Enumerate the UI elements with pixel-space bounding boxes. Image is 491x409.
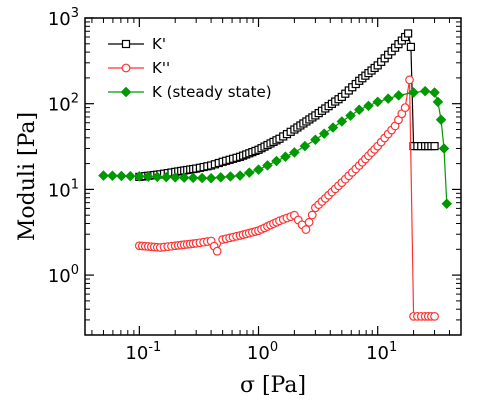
legend-label: K'' <box>152 59 170 77</box>
y-tick-label: 102 <box>48 92 79 116</box>
series-k-steady-state-point <box>435 114 447 126</box>
series-k-steady-state-point <box>215 171 227 183</box>
y-tick-label: 101 <box>48 177 79 201</box>
series-k-point <box>430 142 439 151</box>
series-k-steady-state-point <box>393 90 405 101</box>
series-k-steady-state-point <box>289 147 300 158</box>
series-k-steady-state-point <box>432 96 444 108</box>
series-k-steady-state-point <box>280 151 291 163</box>
series-k-steady-state-point <box>169 172 181 183</box>
series-k-steady-state-point <box>318 128 330 139</box>
series-k-steady-state-point <box>310 134 321 146</box>
series-k-point <box>404 29 413 38</box>
series-k-steady-state-point <box>419 85 431 97</box>
series-k-steady-state-point <box>160 171 172 183</box>
series-k-point <box>212 246 222 256</box>
series-k-steady-state-point <box>116 170 127 182</box>
y-tick-label: 100 <box>48 263 79 287</box>
x-tick-label: 101 <box>366 340 397 364</box>
series-k-point <box>406 42 416 52</box>
series-k-steady-state-point <box>429 87 440 98</box>
legend-marker <box>120 86 132 98</box>
series-k-steady-state-point <box>336 116 348 127</box>
series-k-steady-state-point <box>299 140 311 152</box>
series-k-steady-state-point <box>408 87 419 98</box>
series-k-point <box>301 225 311 234</box>
y-axis-title: Moduli [Pa] <box>15 112 40 241</box>
legend-marker <box>121 39 131 49</box>
series-k-steady-state-point <box>133 170 145 182</box>
axis-ticks <box>85 17 461 335</box>
series-k-steady-state-point <box>178 172 190 183</box>
series-k-steady-state-point <box>327 122 339 133</box>
series-k-steady-state-point <box>253 164 264 176</box>
series-k-steady-state-point <box>151 171 163 183</box>
series-k-point <box>307 210 317 220</box>
series-k-steady-state-point <box>187 172 199 184</box>
legend: K' K'' K (steady state) <box>108 35 272 101</box>
series-k-steady-state-point <box>262 159 273 171</box>
x-tick-label: 100 <box>247 340 278 364</box>
series-k-steady-state-line <box>103 90 448 204</box>
series-k-steady-state-point <box>205 172 217 184</box>
series-k-point <box>400 103 410 113</box>
series-k-steady-state-point <box>196 172 208 184</box>
series-k-steady-state-point <box>382 93 394 104</box>
series-k-steady-state-point <box>243 167 255 178</box>
series-k-steady-state-point <box>438 143 450 154</box>
legend-label: K' <box>152 35 166 53</box>
series-k-steady-state-point <box>98 170 109 181</box>
legend-label: K (steady state) <box>152 83 272 101</box>
series-k-group <box>134 75 439 321</box>
series-k-steady-state-point <box>234 170 246 181</box>
series-k-steady-state-point <box>125 170 136 182</box>
series-k-group <box>135 29 439 181</box>
series-k-steady-state-point <box>345 110 356 121</box>
series-k-steady-state-group <box>98 85 453 210</box>
plot-frame <box>84 17 462 336</box>
series-k-steady-state-point <box>372 96 384 108</box>
legend-marker <box>121 63 131 73</box>
series-k-steady-state-point <box>441 198 453 210</box>
series-k-point <box>405 75 414 85</box>
series-k-line <box>139 79 435 317</box>
series-k-point <box>304 217 314 227</box>
tick-labels: 10-1 100 101 100 101 102 103 <box>48 6 397 364</box>
series-k-steady-state-point <box>142 171 154 182</box>
x-axis-title: σ [Pa] <box>240 373 306 398</box>
y-tick-label: 103 <box>48 6 79 30</box>
series-k-steady-state-point <box>107 170 118 182</box>
series-k-steady-state-point <box>225 171 236 182</box>
series-k-steady-state-point <box>353 104 365 116</box>
series-layer <box>98 29 453 321</box>
series-k-steady-state-point <box>363 100 374 112</box>
series-k-steady-state-point <box>271 155 282 167</box>
x-tick-label: 10-1 <box>125 340 161 364</box>
series-k-point <box>430 311 439 321</box>
plot-area <box>84 17 462 336</box>
